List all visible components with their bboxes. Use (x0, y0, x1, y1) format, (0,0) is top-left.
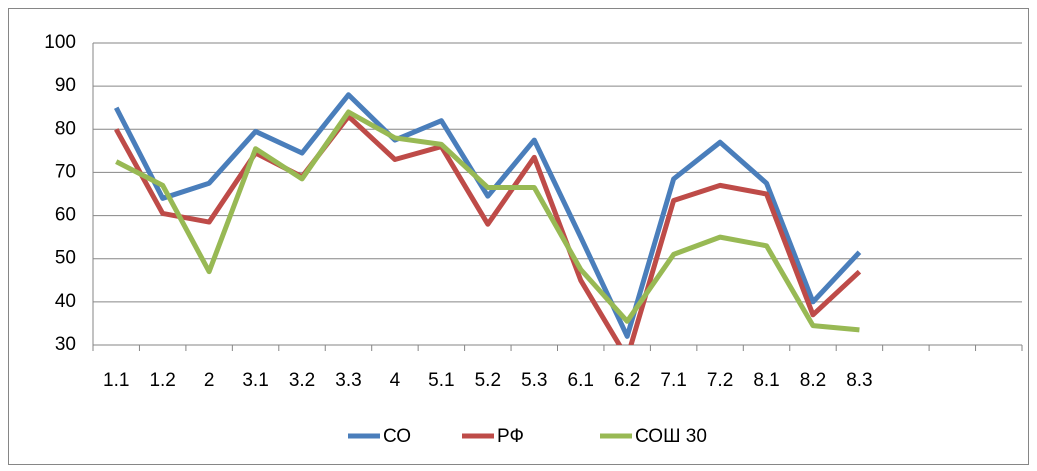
y-tick-label: 60 (55, 205, 76, 226)
series-line (115, 109, 860, 333)
series-line (114, 113, 862, 345)
x-tick-label: 5.3 (521, 370, 547, 391)
legend-label: РФ (497, 426, 524, 447)
legend-label: СОШ 30 (635, 426, 707, 447)
y-tick-label: 30 (55, 334, 76, 355)
x-tick-label: 3.2 (289, 370, 315, 391)
y-tick-label: 40 (55, 291, 76, 312)
x-tick-label: 4 (390, 370, 401, 391)
legend-label: СО (383, 426, 411, 447)
chart-frame (8, 8, 1029, 465)
x-tick-label: 8.2 (800, 370, 826, 391)
x-tick-label: 3.3 (335, 370, 361, 391)
y-tick-label: 70 (55, 161, 76, 182)
x-tick-label: 8.3 (846, 370, 872, 391)
y-tick-label: 80 (55, 118, 76, 139)
x-tick-label: 2 (204, 370, 215, 391)
y-tick-label: 100 (44, 32, 76, 53)
x-tick-label: 1.1 (103, 370, 129, 391)
x-tick-label: 1.2 (149, 370, 175, 391)
x-tick-label: 5.1 (428, 370, 454, 391)
series-line (114, 92, 862, 339)
x-tick-label: 6.1 (568, 370, 594, 391)
x-tick-label: 7.2 (707, 370, 733, 391)
x-tick-label: 6.2 (614, 370, 640, 391)
y-tick-label: 90 (55, 75, 76, 96)
x-tick-label: 8.1 (753, 370, 779, 391)
x-tick-label: 5.2 (475, 370, 501, 391)
y-tick-label: 50 (55, 248, 76, 269)
x-tick-label: 3.1 (242, 370, 268, 391)
x-tick-label: 7.1 (660, 370, 686, 391)
